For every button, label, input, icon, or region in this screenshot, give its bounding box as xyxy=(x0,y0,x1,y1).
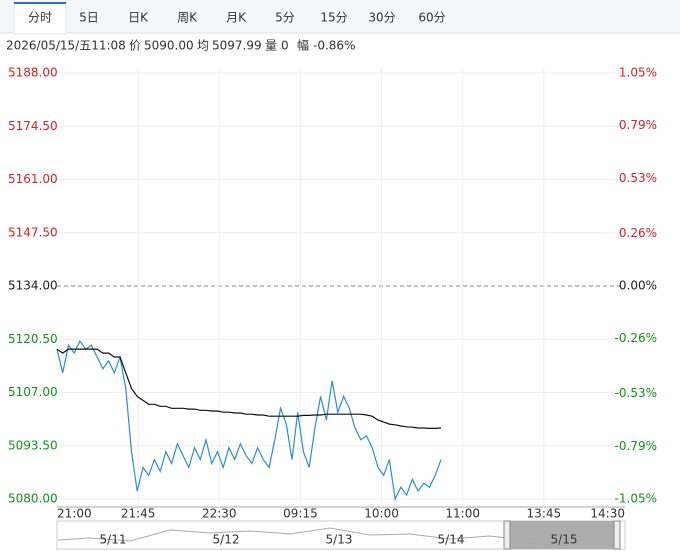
y-tick-label: 5080.00 xyxy=(8,492,58,506)
y2-tick-label: -1.05% xyxy=(615,492,657,506)
y2-tick-label: -0.79% xyxy=(615,439,657,453)
y2-tick-label: -0.26% xyxy=(615,331,657,345)
y2-tick-label: 0.26% xyxy=(619,226,657,240)
y2-tick-label: 0.00% xyxy=(619,279,657,293)
navigator-handle[interactable] xyxy=(613,520,621,550)
y-tick-label: 5107.00 xyxy=(8,385,58,399)
info-avg: 5097.99 xyxy=(212,39,262,53)
y-tick-label: 5147.50 xyxy=(8,225,58,239)
x-tick-label: 21:45 xyxy=(121,507,156,521)
navigator-date: 5/14 xyxy=(438,533,465,547)
x-tick-label: 10:00 xyxy=(364,507,399,521)
tab[interactable]: 周K xyxy=(177,11,198,25)
x-tick-label: 21:00 xyxy=(57,507,92,521)
info-vol: 0 xyxy=(281,39,289,53)
navigator-date: 5/13 xyxy=(326,533,353,547)
info-price: 5090.00 xyxy=(144,39,194,53)
x-tick-label: 11:00 xyxy=(445,507,480,521)
navigator-date: 5/15 xyxy=(551,533,578,547)
tab[interactable]: 分时 xyxy=(28,11,52,25)
info-change-label: 幅 xyxy=(297,38,309,53)
y2-tick-label: 1.05% xyxy=(619,66,657,80)
y2-tick-label: -0.53% xyxy=(615,386,657,400)
navigator-line xyxy=(57,527,617,547)
x-tick-label: 14:30 xyxy=(590,507,625,521)
navigator-handle[interactable] xyxy=(503,520,511,550)
x-tick-label: 22:30 xyxy=(202,507,237,521)
tab-bar xyxy=(0,0,680,33)
info-price-label: 价 xyxy=(129,39,141,53)
y-tick-label: 5174.50 xyxy=(8,119,58,133)
price-line xyxy=(56,340,442,502)
info-change: -0.86% xyxy=(313,39,355,53)
tab[interactable]: 5日 xyxy=(79,11,99,25)
y-tick-label: 5161.00 xyxy=(8,172,58,186)
x-tick-label: 09:15 xyxy=(283,507,318,521)
tab[interactable]: 5分 xyxy=(275,11,295,25)
navigator xyxy=(56,520,626,550)
info-datetime: 2026/05/15/五11:08 xyxy=(6,39,126,53)
tab[interactable]: 月K xyxy=(226,11,247,25)
tab[interactable]: 日K xyxy=(128,11,149,25)
y-tick-label: 5134.00 xyxy=(8,279,58,293)
y2-tick-label: 0.79% xyxy=(619,118,657,132)
info-avg-label: 均 xyxy=(197,39,209,53)
average-line xyxy=(56,348,442,429)
navigator-date: 5/11 xyxy=(100,533,127,547)
tab[interactable]: 30分 xyxy=(368,11,395,25)
info-vol-label: 量 xyxy=(265,39,277,53)
y-tick-label: 5093.50 xyxy=(8,438,58,452)
navigator-date: 5/12 xyxy=(213,533,240,547)
y-tick-label: 5120.50 xyxy=(8,332,58,346)
y-tick-label: 5188.00 xyxy=(8,66,58,80)
active-tab xyxy=(13,2,67,35)
x-tick-label: 13:45 xyxy=(527,507,562,521)
tab[interactable]: 60分 xyxy=(418,11,445,25)
y2-tick-label: 0.53% xyxy=(619,171,657,185)
tab[interactable]: 15分 xyxy=(320,11,347,25)
navigator-window[interactable] xyxy=(507,521,617,549)
